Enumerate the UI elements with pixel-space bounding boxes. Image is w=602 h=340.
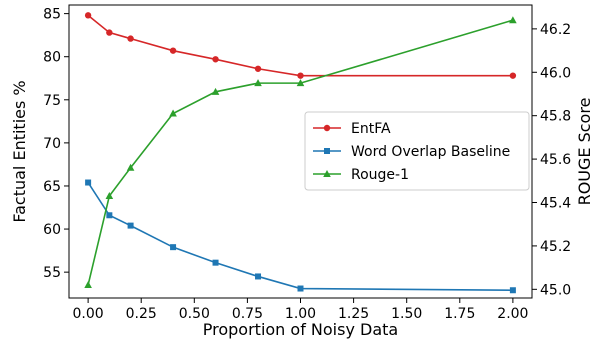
legend-marker bbox=[323, 170, 331, 177]
y-left-tick-label: 60 bbox=[43, 222, 61, 238]
series-line bbox=[87, 182, 513, 292]
data-point bbox=[254, 65, 262, 72]
y-right-tick-label: 45.4 bbox=[540, 196, 571, 212]
plot-frame bbox=[68, 4, 533, 299]
data-point bbox=[212, 56, 219, 63]
data-point bbox=[85, 179, 92, 186]
y-left-tick-label: 70 bbox=[43, 136, 61, 152]
y-left-tick-label: 85 bbox=[43, 7, 61, 23]
x-tick-label: 0.25 bbox=[126, 306, 157, 322]
y-right-tick-label: 45.0 bbox=[540, 282, 571, 298]
x-axis-label: Proportion of Noisy Data bbox=[203, 320, 398, 339]
x-tick-label: 1.75 bbox=[444, 306, 475, 322]
data-point bbox=[212, 259, 219, 266]
x-tick-label: 1.50 bbox=[391, 306, 422, 322]
legend-item-rouge-1: Rouge-1 bbox=[313, 167, 409, 183]
axis-ticks: 0.00 0.25 0.50 0.75 1.00 1.25 1.50 1.75 2.00 55 60… bbox=[43, 7, 571, 322]
data-point bbox=[105, 191, 114, 199]
series-line bbox=[87, 19, 514, 286]
data-point bbox=[106, 29, 113, 36]
x-tick-label: 2.00 bbox=[497, 306, 528, 322]
data-point bbox=[296, 79, 305, 87]
x-tick-label: 0.00 bbox=[73, 306, 104, 322]
y-right-tick-label: 45.8 bbox=[540, 109, 571, 125]
data-point bbox=[211, 87, 220, 95]
data-point bbox=[509, 72, 517, 79]
legend-box bbox=[304, 111, 530, 191]
x-tick-label: 1.00 bbox=[285, 306, 316, 322]
legend-label: Rouge-1 bbox=[351, 167, 409, 183]
data-point bbox=[297, 285, 304, 292]
y-left-tick-label: 55 bbox=[43, 265, 61, 281]
x-tick-label: 0.50 bbox=[179, 306, 210, 322]
series-rouge-1 bbox=[84, 16, 517, 288]
data-point bbox=[169, 47, 177, 54]
legend: EntFA Word Overlap Baseline Rouge-1 bbox=[304, 111, 530, 191]
legend-marker bbox=[324, 148, 330, 154]
y-right-tick-label: 45.6 bbox=[540, 152, 571, 168]
series-word-overlap-baseline bbox=[85, 179, 516, 294]
series-entfa bbox=[84, 12, 517, 79]
x-tick-label: 0.75 bbox=[232, 306, 263, 322]
data-point bbox=[84, 12, 92, 19]
data-point bbox=[126, 163, 135, 171]
data-point bbox=[127, 222, 134, 229]
y-left-tick-label: 75 bbox=[43, 93, 61, 109]
y-left-tick-label: 65 bbox=[43, 179, 61, 195]
data-point bbox=[127, 35, 134, 42]
legend-label: EntFA bbox=[351, 121, 391, 137]
chart-series bbox=[84, 12, 517, 294]
legend-marker bbox=[323, 124, 331, 132]
data-point bbox=[297, 72, 304, 79]
x-tick-label: 1.25 bbox=[338, 306, 369, 322]
legend-label: Word Overlap Baseline bbox=[351, 144, 510, 160]
y-axis-left-label: Factual Entities % bbox=[10, 80, 29, 222]
data-point bbox=[254, 79, 262, 87]
legend-item-word-overlap-baseline: Word Overlap Baseline bbox=[313, 144, 510, 160]
y-axis-right-label: ROUGE Score bbox=[575, 98, 594, 206]
data-point bbox=[106, 212, 113, 219]
y-left-tick-label: 80 bbox=[43, 50, 61, 66]
legend-item-entfa: EntFA bbox=[313, 121, 391, 137]
data-point bbox=[169, 109, 177, 117]
data-point bbox=[509, 16, 517, 24]
data-point bbox=[255, 273, 262, 280]
y-right-tick-label: 46.0 bbox=[540, 65, 571, 81]
data-point bbox=[84, 280, 92, 288]
y-right-tick-label: 45.2 bbox=[540, 239, 571, 255]
y-right-tick-label: 46.2 bbox=[540, 22, 571, 38]
series-line bbox=[87, 14, 513, 77]
data-point bbox=[170, 244, 177, 251]
data-point bbox=[509, 287, 516, 294]
